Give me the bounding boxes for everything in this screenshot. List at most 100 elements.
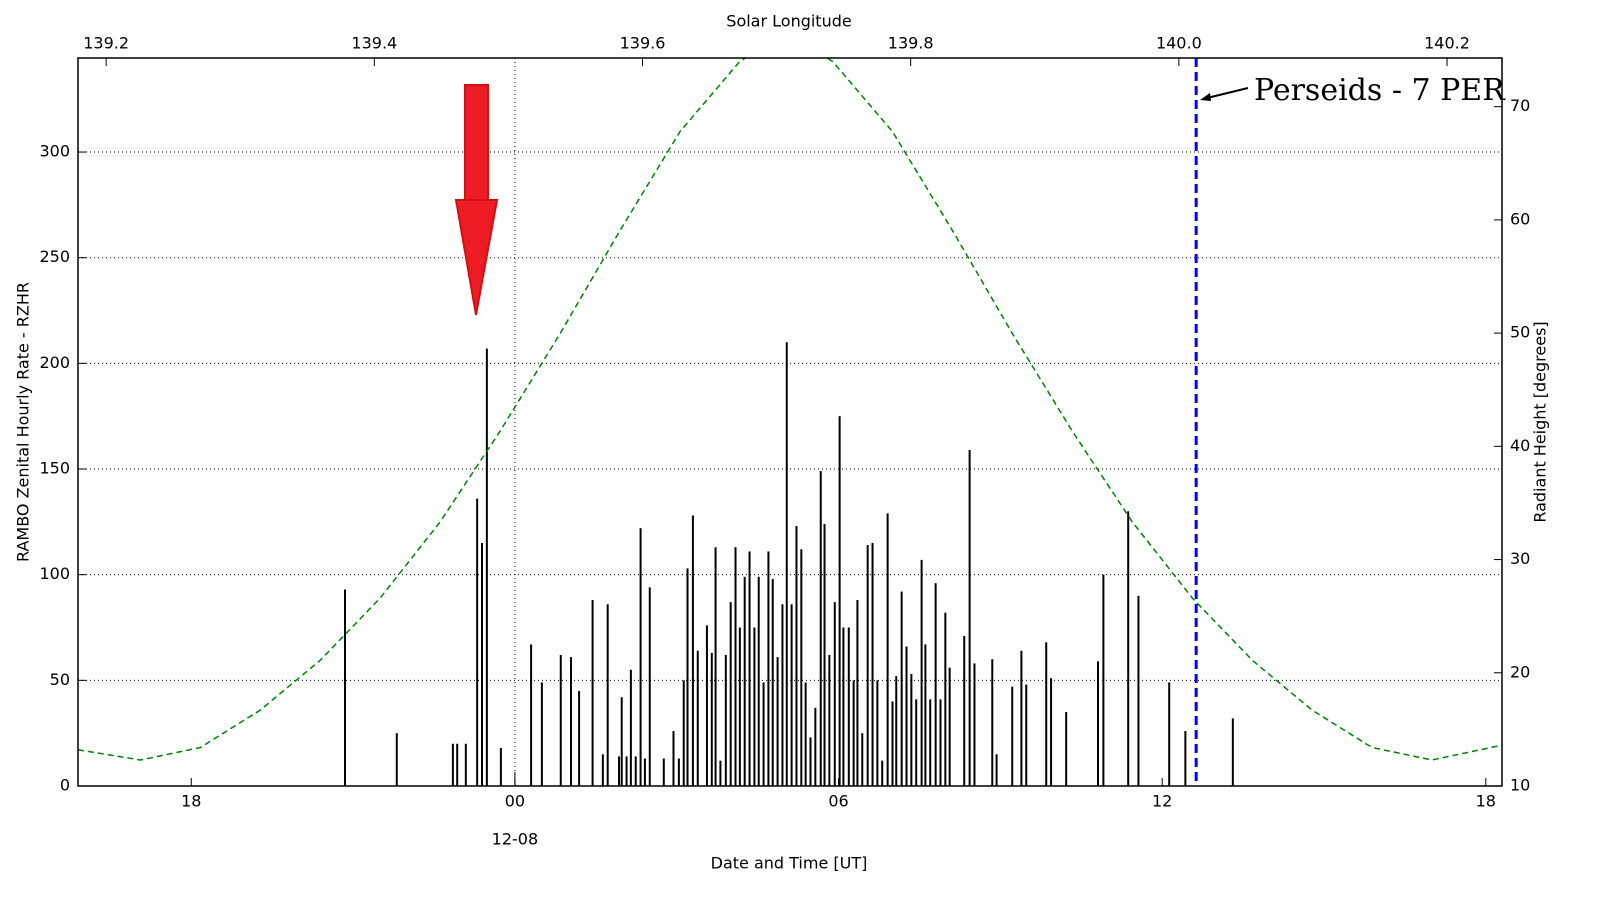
bar xyxy=(570,657,573,786)
bar xyxy=(804,682,807,786)
bar xyxy=(1045,642,1048,786)
bar xyxy=(1127,511,1130,786)
bar xyxy=(696,650,699,786)
bar xyxy=(886,513,889,786)
bar xyxy=(456,743,459,786)
x-tick-label: 06 xyxy=(828,792,848,811)
bar xyxy=(540,682,543,786)
bar xyxy=(705,625,708,786)
bar xyxy=(866,545,869,786)
top-tick-label: 140.0 xyxy=(1156,34,1202,53)
y-tick-label: 250 xyxy=(39,247,70,266)
bar xyxy=(1011,686,1014,786)
y2-tick-label: 30 xyxy=(1510,549,1530,568)
x-axis-label: Date and Time [UT] xyxy=(711,854,868,873)
bar xyxy=(900,591,903,786)
bar xyxy=(895,676,898,786)
bar xyxy=(948,667,951,786)
bar xyxy=(629,669,632,786)
bar xyxy=(476,498,479,786)
y-tick-label: 100 xyxy=(39,564,70,583)
bar xyxy=(910,674,913,786)
radiant-height-line xyxy=(78,58,1502,761)
bar xyxy=(734,547,737,786)
bar xyxy=(710,652,713,786)
bar xyxy=(748,551,751,786)
bar xyxy=(1096,661,1099,786)
bar xyxy=(606,604,609,786)
top-tick-label: 139.4 xyxy=(351,34,397,53)
bar xyxy=(800,549,803,786)
bar xyxy=(852,680,855,786)
bar xyxy=(785,342,788,786)
bar xyxy=(395,733,398,786)
bar xyxy=(995,754,998,786)
y2-tick-label: 50 xyxy=(1510,323,1530,342)
bar xyxy=(871,542,874,786)
bar xyxy=(915,699,918,786)
bar xyxy=(724,654,727,786)
top-tick-label: 139.6 xyxy=(620,34,666,53)
top-tick-label: 139.2 xyxy=(83,34,129,53)
bar xyxy=(753,627,756,786)
x-tick-label: 18 xyxy=(1476,792,1496,811)
top-tick-label: 140.2 xyxy=(1424,34,1470,53)
y2-tick-label: 20 xyxy=(1510,662,1530,681)
bar xyxy=(757,576,760,786)
bar xyxy=(991,659,994,786)
bar xyxy=(530,644,533,786)
bar xyxy=(1102,574,1105,786)
bar xyxy=(1050,678,1053,786)
bar xyxy=(485,348,488,786)
bar xyxy=(464,743,467,786)
bar xyxy=(729,602,732,786)
bar xyxy=(481,542,484,786)
plot-layer: 0 50 100 150 200 250 300 10 20 30 40 50 60 70 18 00 06 12… xyxy=(39,34,1530,849)
bar xyxy=(578,690,581,786)
bar xyxy=(648,587,651,786)
bar xyxy=(682,680,685,786)
bar xyxy=(833,602,836,786)
bar xyxy=(625,756,628,786)
bar xyxy=(823,523,826,786)
bar xyxy=(620,697,623,786)
bar xyxy=(672,731,675,786)
bar xyxy=(905,646,908,786)
bar xyxy=(762,682,765,786)
bar xyxy=(767,551,770,786)
annotation: Perseids - 7 PER xyxy=(1254,73,1506,108)
bar xyxy=(714,547,717,786)
bar xyxy=(643,758,646,786)
bar xyxy=(934,583,937,786)
bar xyxy=(451,743,454,786)
bar xyxy=(677,758,680,786)
bar xyxy=(1065,712,1068,786)
y2-tick-label: 10 xyxy=(1510,776,1530,795)
bar xyxy=(618,756,621,786)
y-tick-label: 50 xyxy=(50,670,70,689)
y-tick-label: 0 xyxy=(60,776,70,795)
bar xyxy=(920,559,923,786)
top-axis-label: Solar Longitude xyxy=(726,12,851,31)
bar xyxy=(344,589,346,786)
bar xyxy=(819,471,822,786)
y2-tick-label: 70 xyxy=(1510,96,1530,115)
top-tick-label: 139.8 xyxy=(888,34,934,53)
bar xyxy=(847,627,850,786)
bar xyxy=(634,756,637,786)
bar xyxy=(738,627,741,786)
y2-axis-label: Radiant Height [degrees] xyxy=(1531,321,1550,522)
bar xyxy=(795,526,798,786)
x-tick-label: 12 xyxy=(1152,792,1172,811)
bar xyxy=(662,758,665,786)
bar xyxy=(1137,595,1140,786)
bar xyxy=(781,604,784,786)
bar xyxy=(1184,731,1187,786)
bar xyxy=(968,450,971,786)
bar xyxy=(1231,718,1234,786)
x-major-label: 12-08 xyxy=(492,830,539,849)
y2-tick-label: 60 xyxy=(1510,209,1530,228)
bar xyxy=(828,654,831,786)
